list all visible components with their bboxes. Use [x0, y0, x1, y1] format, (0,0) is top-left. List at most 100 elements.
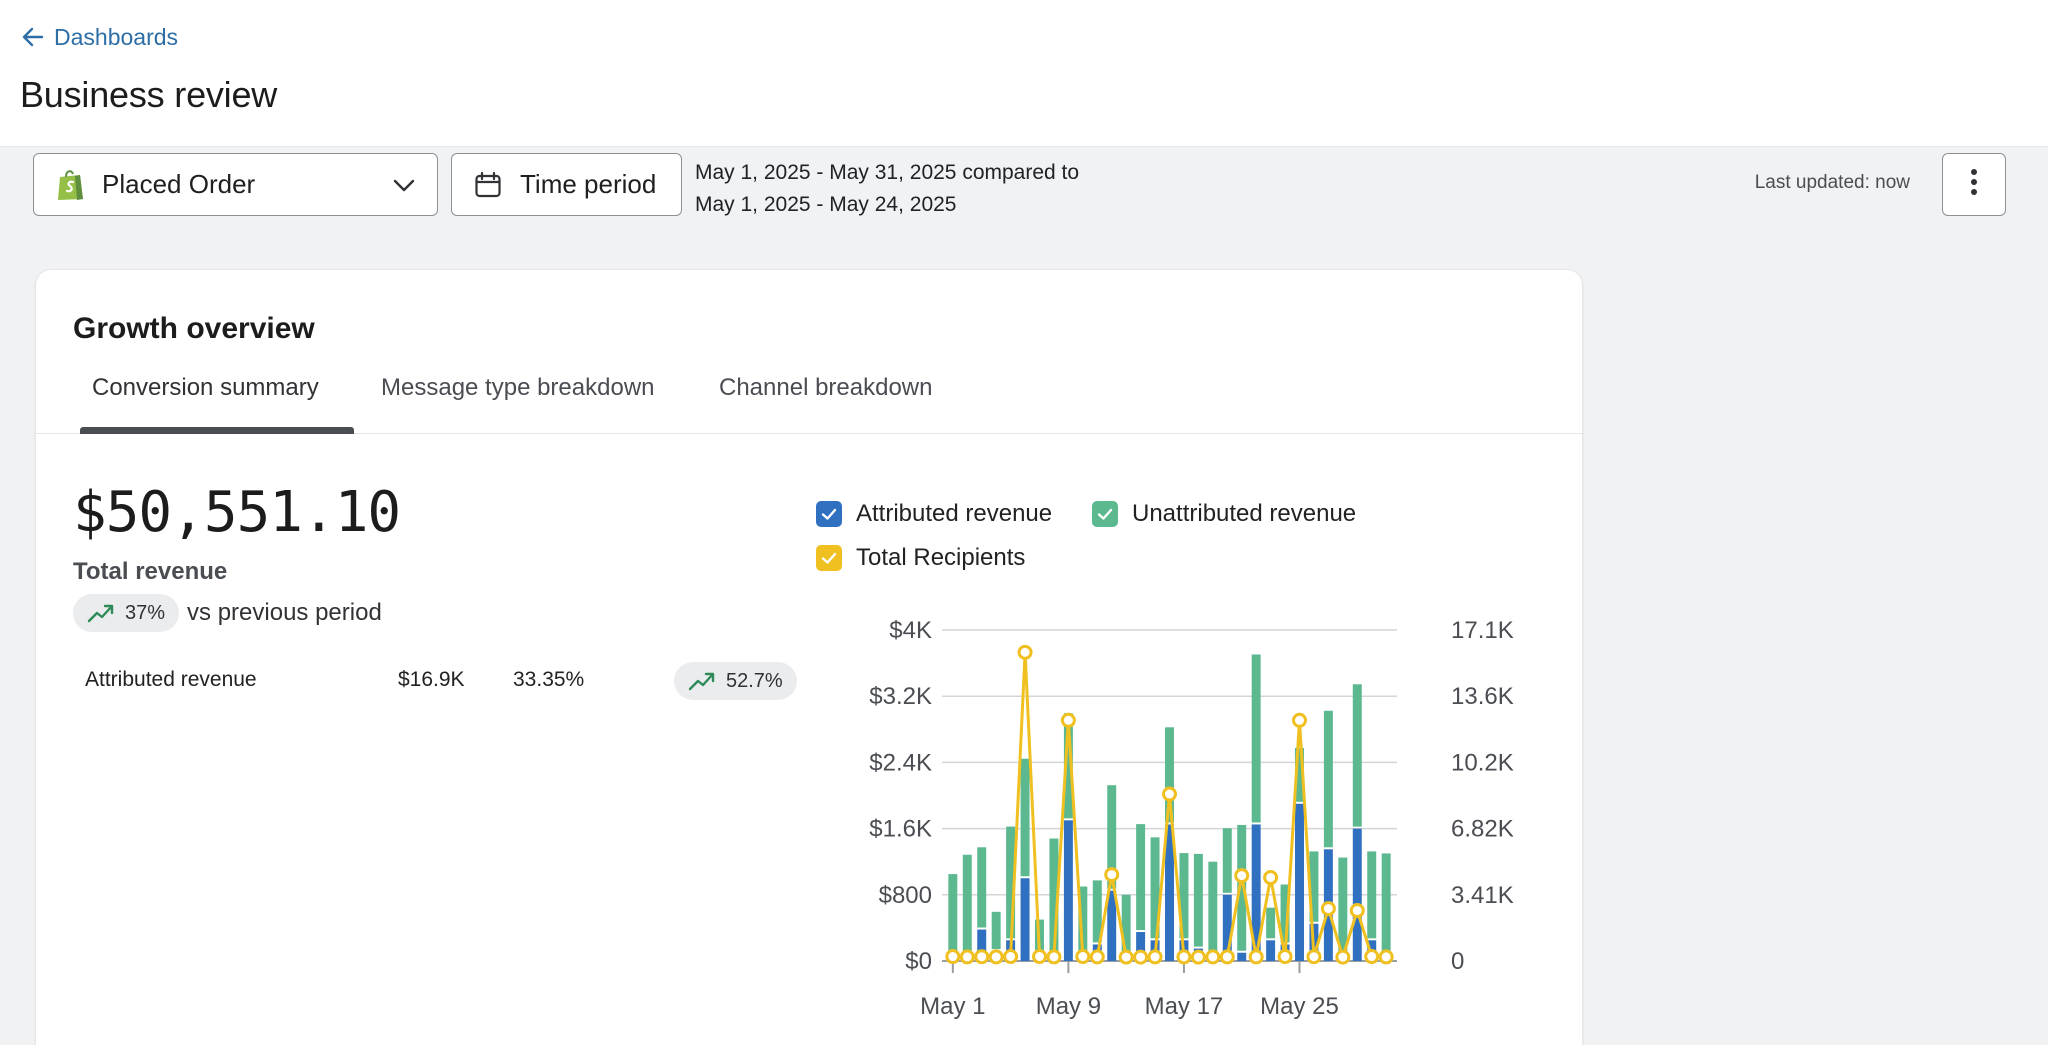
recipients-point: [1046, 949, 1062, 965]
time-period-label: Time period: [520, 169, 657, 199]
unattributed-bar: [1367, 851, 1377, 939]
unattributed-bar: [1179, 853, 1189, 939]
unattributed-bar: [1222, 828, 1232, 893]
unattributed-bar: [1280, 884, 1290, 943]
unattributed-bar: [1165, 727, 1174, 823]
unattributed-bar: [1208, 861, 1218, 961]
recipients-point: [1133, 949, 1149, 965]
tab-bar: Conversion summary Message type breakdow…: [36, 364, 1584, 434]
calendar-icon: [474, 171, 502, 199]
unattributed-bar: [948, 874, 958, 961]
recipients-point: [1162, 786, 1177, 802]
unattributed-bar: [1092, 880, 1102, 943]
unattributed-bar: [1251, 654, 1261, 823]
y-right-tick-label: 10.2K: [1451, 749, 1514, 776]
legend-label: Attributed revenue: [856, 500, 1053, 527]
revenue-chart: $0 0 $800 3.41K $1.6K 6.82K $2.4K 10.2K $3.2K 13.…: [869, 617, 1514, 1020]
recipients-point: [1248, 949, 1264, 965]
page-header: Dashboards Business review: [0, 0, 2048, 147]
attributed-bar: [1237, 952, 1247, 961]
recipients-point: [1032, 949, 1047, 965]
recipients-point: [1378, 949, 1394, 965]
recipients-point: [1075, 949, 1091, 965]
total-change-row: 37% vs previous period: [73, 593, 382, 633]
unattributed-bar: [1295, 747, 1304, 802]
date-range-comparison: May 1, 2025 - May 24, 2025: [695, 193, 957, 216]
legend-attributed-revenue[interactable]: Attributed revenue: [816, 500, 1052, 528]
attributed-bar: [1266, 940, 1276, 961]
breakdown-amount: $16.9K: [398, 668, 465, 691]
shopify-bag-icon: [56, 168, 86, 202]
legend-unattributed-revenue[interactable]: Unattributed revenue: [1092, 500, 1356, 528]
y-left-tick-label: $4K: [889, 617, 932, 644]
recipients-point: [1263, 870, 1279, 886]
unattributed-bar: [991, 911, 1001, 950]
recipients-point: [974, 949, 990, 965]
page-title: Business review: [20, 74, 278, 115]
arrow-left-icon: [20, 24, 46, 50]
tab-conversion-summary[interactable]: Conversion summary: [92, 374, 319, 401]
filter-toolbar: Placed Order Time period May 1, 2025 - M…: [0, 147, 2048, 227]
unattributed-bar: [1063, 713, 1073, 819]
change-badge: 37%: [73, 594, 180, 632]
trend-up-icon: [688, 670, 716, 692]
x-tick-label: May 1: [920, 993, 985, 1020]
breakdown-name: Attributed revenue: [85, 668, 257, 691]
attributed-bar: [1063, 820, 1073, 961]
recipients-point: [1104, 867, 1120, 883]
tab-channel-breakdown[interactable]: Channel breakdown: [719, 374, 933, 401]
unattributed-bar: [1338, 857, 1348, 961]
change-comparison-text: vs previous period: [187, 599, 382, 626]
unattributed-bar: [1006, 826, 1016, 939]
back-link-label: Dashboards: [54, 23, 179, 50]
recipients-point: [1205, 949, 1221, 965]
legend-total-recipients[interactable]: Total Recipients: [816, 544, 1025, 572]
recipients-point: [988, 949, 1004, 965]
active-tab-indicator: [80, 427, 354, 434]
unattributed-bar: [1381, 853, 1391, 961]
more-options-button[interactable]: [1942, 153, 2006, 216]
unattributed-bar: [1193, 853, 1203, 947]
breakdown-change-badge: 52.7%: [674, 662, 797, 700]
last-updated-text: Last updated: now: [1754, 172, 1910, 193]
recipients-point: [945, 949, 961, 965]
total-revenue-label: Total revenue: [73, 558, 228, 585]
recipients-point: [1219, 949, 1235, 965]
unattributed-bar: [1078, 886, 1088, 961]
trend-up-icon: [87, 602, 115, 624]
attributed-bar: [1295, 803, 1304, 961]
recipients-point: [1364, 949, 1380, 965]
unattributed-bar: [1020, 758, 1030, 877]
unattributed-bar: [1237, 824, 1247, 951]
x-tick-label: May 9: [1036, 993, 1101, 1020]
x-tick-label: May 17: [1145, 993, 1224, 1020]
x-tick-label: May 25: [1260, 993, 1339, 1020]
unattributed-bar: [1352, 684, 1362, 827]
recipients-point: [1017, 644, 1033, 660]
breakdown-change-value: 52.7%: [726, 669, 783, 692]
unattributed-bar: [1309, 851, 1319, 922]
recipients-point: [1277, 949, 1293, 965]
y-left-tick-label: $3.2K: [869, 683, 932, 710]
recipients-point: [1147, 949, 1163, 965]
unattributed-bar: [1323, 710, 1333, 848]
metric-select[interactable]: Placed Order: [33, 153, 438, 216]
attributed-bar: [1107, 890, 1117, 961]
unattributed-bar: [1121, 894, 1131, 961]
time-period-button[interactable]: Time period: [451, 153, 682, 216]
y-left-tick-label: $2.4K: [869, 749, 932, 776]
recipients-point: [1190, 949, 1206, 965]
chevron-down-icon: [391, 172, 417, 198]
attributed-bar: [1222, 894, 1232, 961]
attributed-bar: [1251, 824, 1261, 961]
recipients-point: [1306, 949, 1322, 965]
y-left-tick-label: $0: [905, 948, 932, 975]
legend-label: Total Recipients: [856, 544, 1026, 571]
date-range-current: May 1, 2025 - May 31, 2025 compared to: [695, 161, 1080, 184]
y-right-tick-label: 13.6K: [1451, 683, 1514, 710]
tab-message-type-breakdown[interactable]: Message type breakdown: [381, 374, 655, 401]
vertical-dots-icon: [1970, 168, 1978, 201]
date-range-text: May 1, 2025 - May 31, 2025 compared to M…: [695, 157, 1079, 221]
back-to-dashboards-link[interactable]: Dashboards: [20, 22, 178, 52]
unattributed-bar: [1049, 838, 1059, 961]
